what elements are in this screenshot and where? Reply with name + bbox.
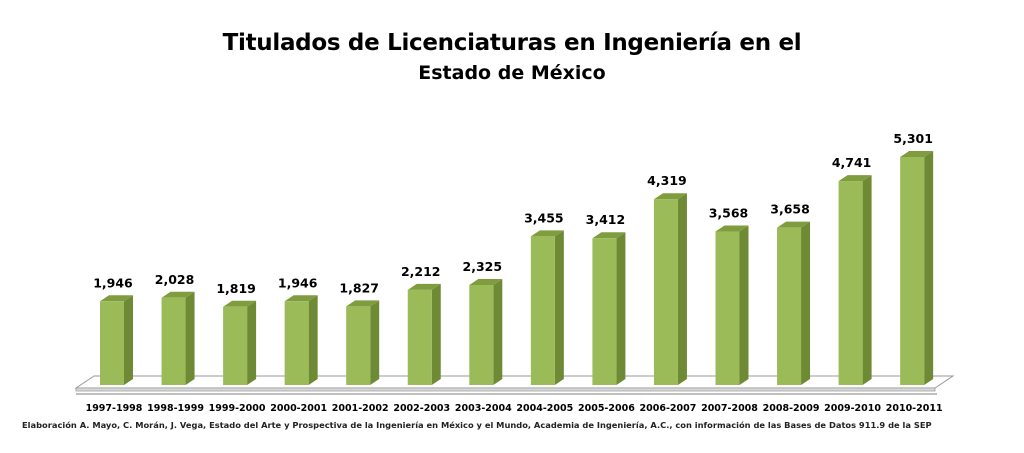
bar-side: [739, 225, 749, 385]
bar-side: [185, 291, 195, 385]
x-tick-label: 2005-2006: [578, 403, 635, 414]
bar-front: [223, 306, 248, 385]
bar-side: [493, 279, 503, 385]
data-label: 1,827: [339, 280, 379, 295]
bar: [900, 151, 934, 385]
bar-front: [469, 285, 494, 385]
x-tick-label: 1997-1998: [86, 403, 143, 414]
x-tick-label: 2009-2010: [824, 403, 881, 414]
x-tick-label: 2003-2004: [455, 403, 512, 414]
x-tick-label: 2008-2009: [763, 403, 820, 414]
data-label: 3,658: [770, 202, 810, 217]
bar-side: [554, 230, 564, 385]
data-label: 4,319: [647, 173, 687, 188]
bar-top: [161, 291, 195, 298]
bar-side: [308, 295, 318, 385]
bar-front: [530, 236, 555, 385]
bar-side: [124, 295, 133, 385]
x-tick-label: 1999-2000: [209, 403, 266, 414]
bar: [715, 225, 749, 385]
x-tick-label: 2002-2003: [393, 403, 450, 414]
bar-top: [284, 295, 318, 302]
data-label: 2,325: [463, 259, 503, 274]
chart-subtitle: Estado de México: [418, 62, 606, 84]
bar-top: [100, 295, 133, 302]
bar: [592, 232, 626, 385]
bar-side: [862, 175, 872, 385]
bar-front: [838, 181, 863, 385]
bar-top: [715, 225, 749, 232]
data-label: 3,568: [709, 206, 749, 221]
floor-front: [75, 387, 936, 392]
data-label: 3,412: [586, 212, 626, 227]
bar-front: [777, 227, 802, 385]
bar-front: [653, 199, 678, 385]
x-tick-label: 2010-2011: [886, 403, 943, 414]
bar-top: [469, 279, 503, 285]
bar-front: [161, 297, 186, 385]
bar-top: [407, 283, 441, 290]
x-tick-label: 2007-2008: [701, 403, 758, 414]
bar-top: [838, 175, 872, 182]
bar-front: [900, 157, 925, 385]
bar-front: [715, 231, 740, 385]
bar-top: [346, 300, 380, 307]
data-label: 5,301: [893, 131, 933, 146]
x-tick-label: 1998-1999: [147, 403, 204, 414]
bar: [100, 295, 133, 385]
bar-front: [407, 289, 432, 385]
bar: [407, 283, 441, 385]
bar: [284, 295, 318, 385]
bar-side: [247, 300, 257, 385]
floor-top: [74, 375, 955, 389]
x-tick-label: 2006-2007: [640, 403, 697, 414]
x-axis-tick-labels: 1997-1998 1998-1999 1999-2000 2000-2001 2001…: [86, 403, 943, 414]
bar-top: [900, 151, 934, 157]
bar-side: [801, 221, 811, 385]
bar: [838, 175, 872, 385]
bar-top: [653, 193, 687, 200]
bar-top: [592, 232, 626, 239]
data-label: 2,028: [155, 272, 195, 287]
data-labels: 1,946 2,028 1,819 1,946 1,827 2,212 2,325 3,455…: [93, 131, 933, 296]
bar: [653, 193, 687, 385]
bar-top: [530, 230, 564, 237]
bar-side: [370, 300, 380, 385]
bars: [100, 151, 934, 385]
bar-side: [616, 232, 626, 385]
data-label: 1,819: [216, 281, 256, 296]
bar: [223, 300, 257, 385]
data-label: 2,212: [401, 264, 441, 279]
data-label: 4,741: [832, 155, 872, 170]
bar-front: [346, 306, 371, 385]
bar: [530, 230, 564, 385]
x-tick-label: 2000-2001: [270, 403, 327, 414]
bar-front: [284, 301, 309, 385]
bar-front: [592, 238, 617, 385]
bar-side: [677, 193, 687, 385]
data-label: 1,946: [93, 275, 133, 290]
data-label: 1,946: [278, 275, 318, 290]
bar: [469, 279, 503, 385]
source-note: Elaboración A. Mayo, C. Morán, J. Vega, …: [22, 420, 932, 430]
bar: [346, 300, 380, 385]
x-tick-label: 2001-2002: [332, 403, 389, 414]
bar-side: [431, 283, 441, 385]
bar: [161, 291, 195, 385]
bar: [777, 221, 811, 385]
bar-front: [100, 301, 124, 385]
chart-floor: [74, 375, 955, 395]
x-tick-label: 2004-2005: [516, 403, 573, 414]
data-label: 3,455: [524, 210, 564, 225]
chart-title: Titulados de Licenciaturas en Ingeniería…: [222, 30, 802, 56]
bar-side: [924, 151, 934, 385]
bar-top: [223, 300, 257, 307]
bar-top: [777, 221, 811, 228]
